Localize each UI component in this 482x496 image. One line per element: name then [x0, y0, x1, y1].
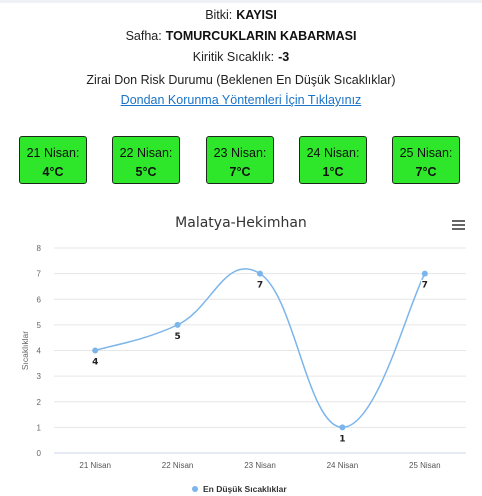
risk-heading: Zirai Don Risk Durumu (Beklenen En Düşük…: [86, 73, 396, 87]
stage-row: Safha: TOMURCUKLARIN KABARMASI: [0, 28, 482, 44]
hamburger-menu-icon[interactable]: [448, 216, 468, 234]
y-axis-ticks: 0 1 2 3 4 5 6 7 8: [37, 244, 42, 458]
day-card-date: 25 Nisan:: [399, 146, 453, 160]
chart-legend[interactable]: En Düşük Sıcaklıklar: [192, 484, 287, 494]
day-card-4: 24 Nisan: 1°C: [299, 136, 367, 184]
chart-title: Malatya-Hekimhan: [175, 215, 307, 231]
data-label: 4: [92, 358, 98, 368]
data-label: 7: [257, 281, 263, 291]
data-labels: 4 5 7 1 7: [91, 280, 429, 446]
x-tick-label: 21 Nisan: [79, 461, 111, 470]
stage-label: Safha:: [125, 29, 162, 43]
y-axis-label: Sıcaklıklar: [20, 331, 30, 370]
y-tick-label: 7: [37, 270, 42, 279]
day-card-temp: 5°C: [135, 165, 157, 179]
y-tick-label: 2: [37, 398, 42, 407]
data-label: 5: [174, 332, 180, 342]
legend-marker: [192, 486, 198, 492]
stage-value: TOMURCUKLARIN KABARMASI: [165, 29, 357, 43]
chart-grid: [54, 247, 466, 454]
day-card-2: 22 Nisan: 5°C: [112, 136, 180, 184]
critical-temp-row: Kiritik Sıcaklık: -3: [0, 49, 482, 65]
data-point[interactable]: [92, 347, 99, 354]
data-label: 1: [339, 434, 345, 444]
data-point[interactable]: [339, 424, 346, 431]
day-card-temp: 7°C: [229, 165, 251, 179]
series-line: [94, 268, 426, 429]
data-label: 7: [422, 281, 428, 291]
legend-label: En Düşük Sıcaklıklar: [203, 484, 287, 494]
data-point[interactable]: [174, 321, 181, 328]
temperature-chart: Malatya-Hekimhan 0 1 2 3 4 5 6 7 8 Sıcaklıklar 2…: [20, 215, 468, 494]
day-card-3: 23 Nisan: 7°C: [206, 136, 274, 184]
x-tick-label: 22 Nisan: [162, 461, 194, 470]
day-card-temp: 4°C: [42, 165, 64, 179]
day-card-5: 25 Nisan: 7°C: [392, 136, 460, 184]
data-point[interactable]: [421, 270, 428, 277]
x-tick-label: 25 Nisan: [409, 461, 441, 470]
day-card-temp: 1°C: [322, 165, 344, 179]
top-border: [0, 0, 482, 3]
y-tick-label: 3: [37, 372, 42, 381]
x-tick-label: 23 Nisan: [244, 461, 276, 470]
y-tick-label: 4: [37, 347, 42, 356]
plant-value: KAYISI: [236, 8, 277, 22]
day-card-1: 21 Nisan: 4°C: [19, 136, 87, 184]
protection-methods-link[interactable]: Dondan Korunma Yöntemleri İçin Tıklayını…: [120, 93, 362, 107]
y-tick-label: 5: [37, 321, 42, 330]
protection-link-row: Dondan Korunma Yöntemleri İçin Tıklayını…: [0, 92, 482, 108]
y-tick-label: 6: [37, 295, 42, 304]
day-card-date: 21 Nisan:: [26, 146, 80, 160]
data-point[interactable]: [257, 270, 263, 277]
x-tick-label: 24 Nisan: [327, 461, 359, 470]
day-card-date: 22 Nisan:: [119, 146, 173, 160]
y-tick-label: 8: [37, 244, 42, 253]
day-card-date: 24 Nisan:: [306, 146, 360, 160]
plant-row: Bitki: KAYISI: [0, 7, 482, 23]
day-card-date: 23 Nisan:: [213, 146, 267, 160]
critical-temp-value: -3: [278, 50, 290, 64]
y-tick-label: 0: [37, 449, 42, 458]
series-points: [92, 270, 428, 431]
x-axis-ticks: 21 Nisan 22 Nisan 23 Nisan 24 Nisan 25 Nisan: [79, 461, 440, 470]
day-card-temp: 7°C: [415, 165, 437, 179]
critical-temp-label: Kiritik Sıcaklık:: [192, 50, 275, 64]
plant-label: Bitki:: [205, 8, 233, 22]
y-tick-label: 1: [37, 423, 42, 432]
